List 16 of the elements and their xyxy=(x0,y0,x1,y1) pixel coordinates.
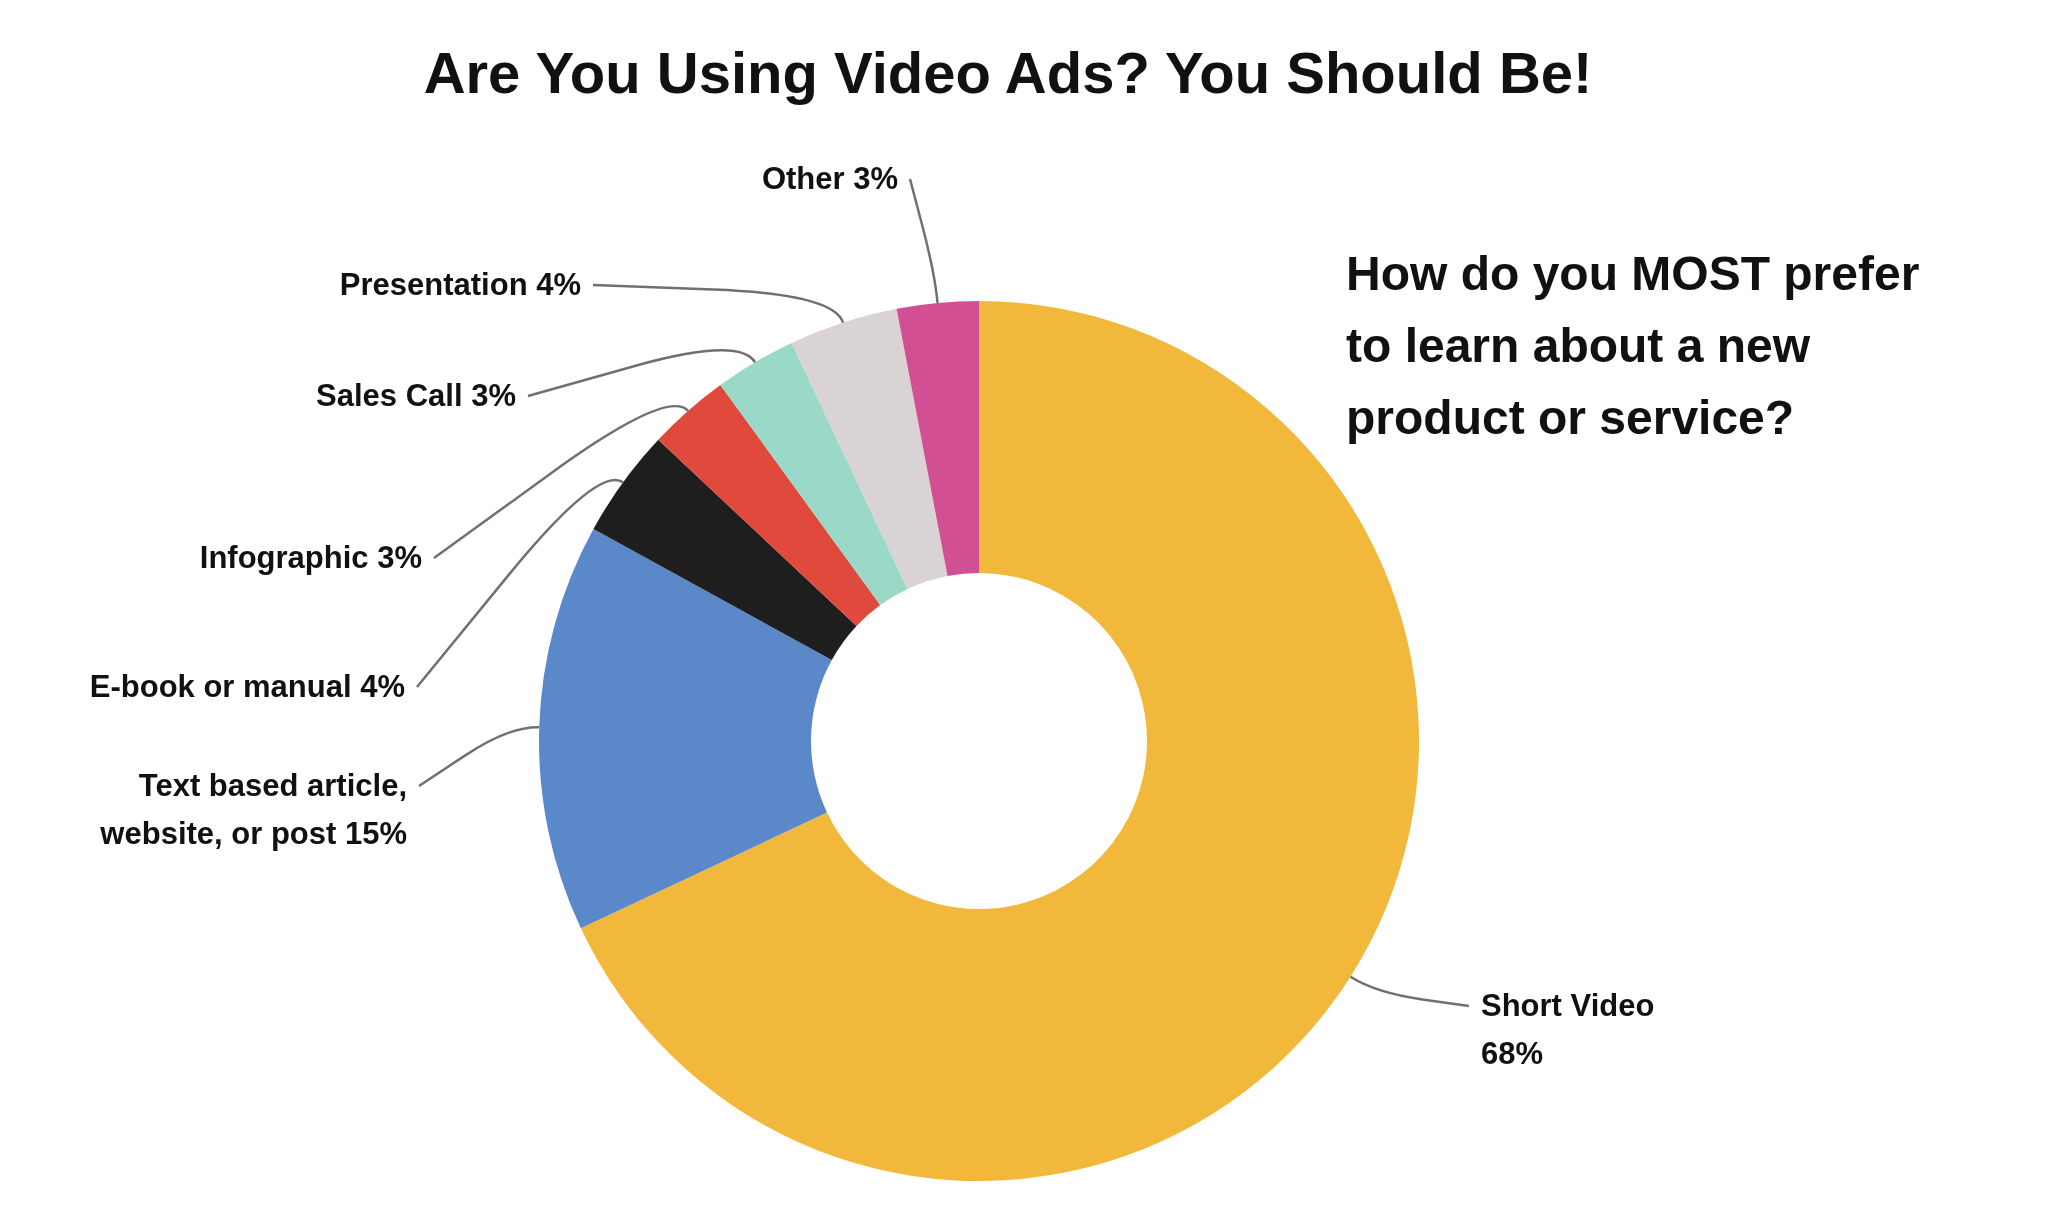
donut-slice xyxy=(720,342,908,606)
donut-slice xyxy=(658,385,881,626)
donut-slice xyxy=(593,439,857,661)
slice-label: Presentation 4% xyxy=(339,267,581,302)
donut-slice xyxy=(791,308,948,589)
slice-label: Short Video xyxy=(1481,988,1655,1023)
donut-slice xyxy=(539,529,832,929)
slice-label: Other 3% xyxy=(761,161,898,196)
text: How do you MOST prefer to learn about a new product or service? xyxy=(1346,247,1920,444)
donut-slice xyxy=(896,301,979,576)
slice-label: Infographic 3% xyxy=(199,540,422,575)
slice-label: E-book or manual 4% xyxy=(89,669,405,704)
chart-title: Are You Using Video Ads? You Should Be! xyxy=(423,40,1593,105)
slice-label: Text based article, website, or post 15% xyxy=(99,768,407,851)
data-label: 68% xyxy=(1481,1036,1544,1071)
slice-label: Sales Call 3% xyxy=(316,378,516,413)
